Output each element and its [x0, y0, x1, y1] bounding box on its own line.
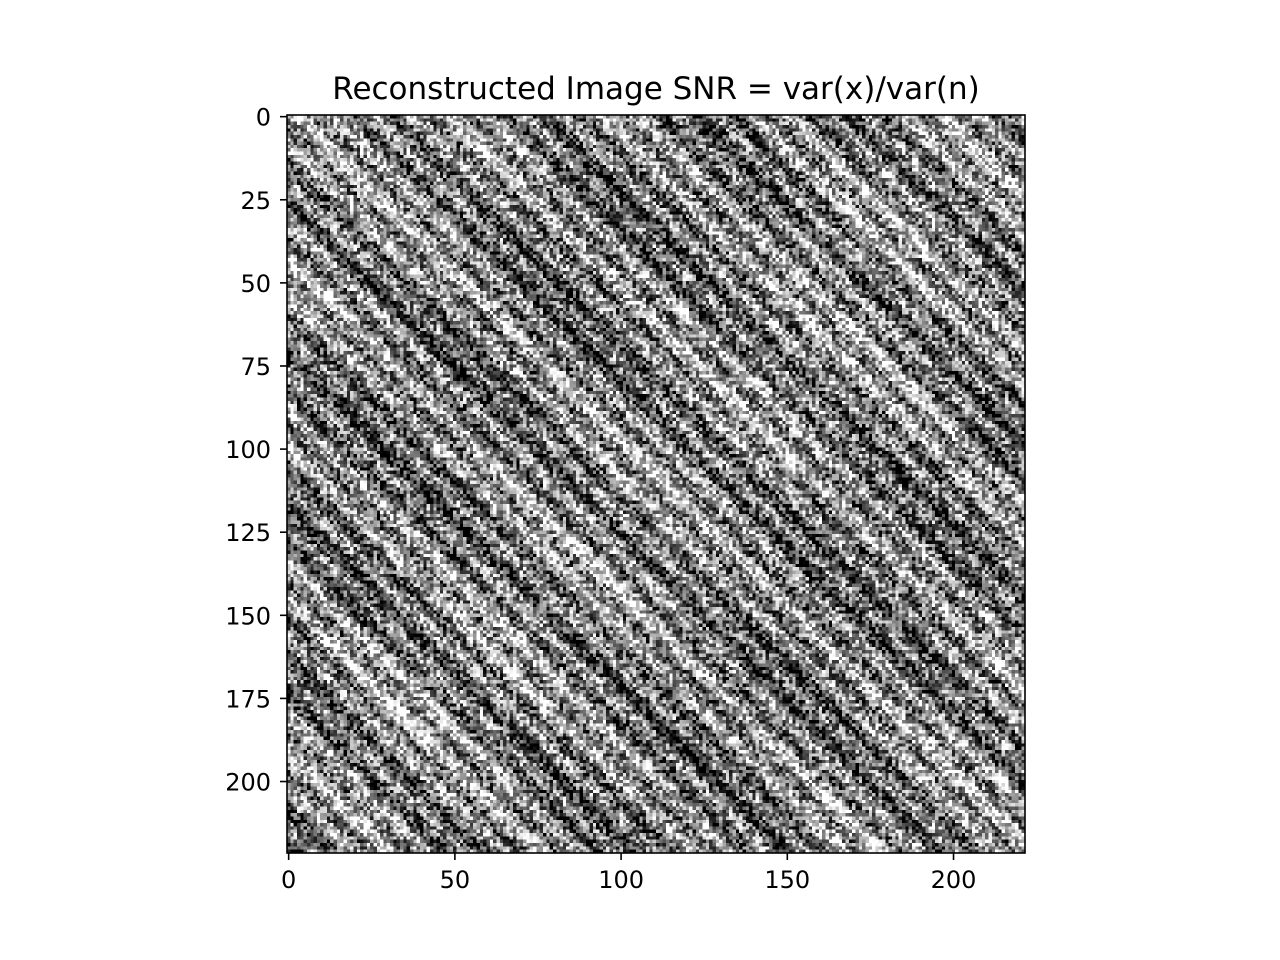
x-tick-label: 200: [931, 866, 977, 894]
x-tick-label: 100: [598, 866, 644, 894]
y-tick-label: 150: [225, 602, 271, 630]
y-tick-label: 0: [256, 104, 271, 132]
axes-frame: [286, 114, 1026, 854]
heatmap-image: [287, 115, 1025, 853]
x-tick-label: 0: [281, 866, 296, 894]
y-tick-label: 25: [240, 187, 271, 215]
y-tick-label: 125: [225, 519, 271, 547]
y-tick-label: 200: [225, 769, 271, 797]
y-axis: 0 25 50 75 100 125 150 175 200: [225, 104, 287, 797]
y-tick-label: 75: [240, 353, 271, 381]
y-tick-label: 100: [225, 436, 271, 464]
plot-area: [286, 114, 1026, 854]
y-tick-label: 50: [240, 270, 271, 298]
y-tick-label: 175: [225, 685, 271, 713]
x-axis: 0 50 100 150 200: [281, 853, 976, 894]
x-tick-label: 50: [440, 866, 471, 894]
x-tick-label: 150: [764, 866, 810, 894]
chart-title: Reconstructed Image SNR = var(x)/var(n): [332, 71, 979, 107]
